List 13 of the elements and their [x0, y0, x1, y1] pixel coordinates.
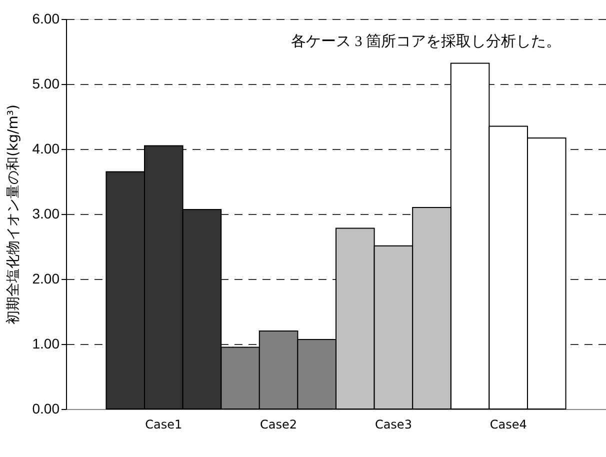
- y-tick-label: 6.00: [32, 10, 60, 26]
- x-tick-label: Case2: [260, 418, 298, 432]
- y-tick-label: 4.00: [32, 140, 60, 156]
- y-tick-label: 3.00: [32, 206, 60, 222]
- annotation: 各ケース 3 箇所コアを採取し分析した。: [291, 33, 561, 50]
- y-tick-label: 5.00: [32, 76, 60, 92]
- x-tick-label: Case4: [490, 418, 527, 432]
- x-tick-label: Case1: [145, 418, 182, 432]
- y-axis-title: 初期全塩化物イオン量の和(kg/m³): [5, 104, 22, 324]
- y-tick-label: 1.00: [32, 336, 60, 352]
- x-tick-label: Case3: [374, 418, 412, 432]
- y-tick-label: 2.00: [32, 270, 60, 286]
- y-tick-label: 0.00: [32, 400, 60, 416]
